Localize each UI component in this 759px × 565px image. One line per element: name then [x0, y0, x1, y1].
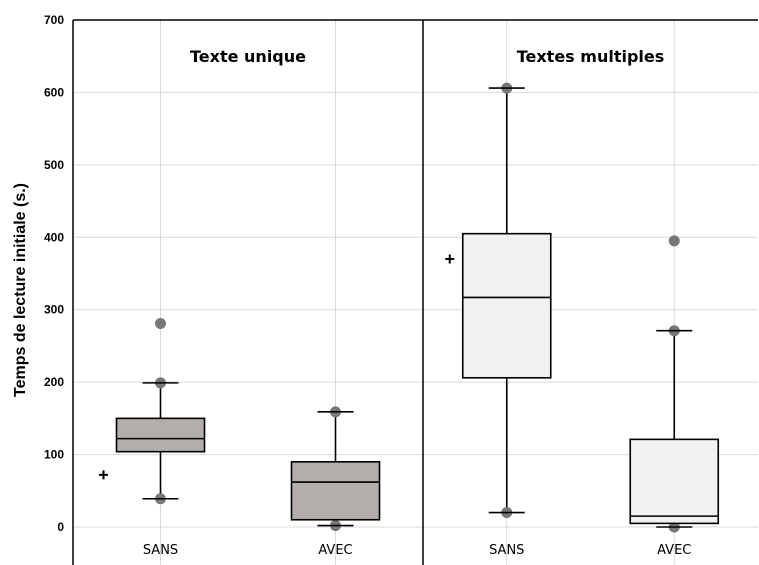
y-tick-label: 400 — [44, 230, 64, 244]
y-axis-label: Temps de lecture initiale (s.) — [12, 183, 29, 397]
y-axis-ticks: 0 100 200 300 400 500 600 700 — [44, 13, 64, 534]
y-tick-label: 200 — [44, 375, 64, 389]
category-label: SANS — [489, 543, 524, 558]
box-1-0 — [445, 82, 552, 519]
iqr-box — [290, 461, 381, 521]
y-tick-label: 100 — [44, 448, 64, 462]
iqr-box — [461, 232, 552, 379]
outlier-point — [155, 317, 166, 329]
boxes — [99, 82, 720, 533]
y-tick-label: 600 — [44, 85, 64, 99]
panel-frames — [72, 19, 758, 565]
panel-title: Textes multiples — [517, 47, 665, 66]
y-tick-label: 300 — [44, 303, 64, 317]
box-1-1 — [629, 235, 720, 533]
outlier-point — [668, 235, 680, 247]
category-label: SANS — [143, 543, 178, 558]
iqr-box — [115, 417, 206, 453]
box-0-0 — [99, 317, 206, 505]
box-0-1 — [290, 406, 381, 532]
labels: Texte unique SANS AVEC Textes multiples SANS… — [143, 47, 692, 558]
y-tick-label: 0 — [57, 520, 64, 534]
y-tick-label: 700 — [44, 13, 64, 27]
category-label: AVEC — [318, 543, 352, 558]
panel-title: Texte unique — [190, 47, 306, 66]
category-label: AVEC — [657, 543, 691, 558]
y-tick-label: 500 — [44, 158, 64, 172]
iqr-box — [629, 438, 720, 525]
